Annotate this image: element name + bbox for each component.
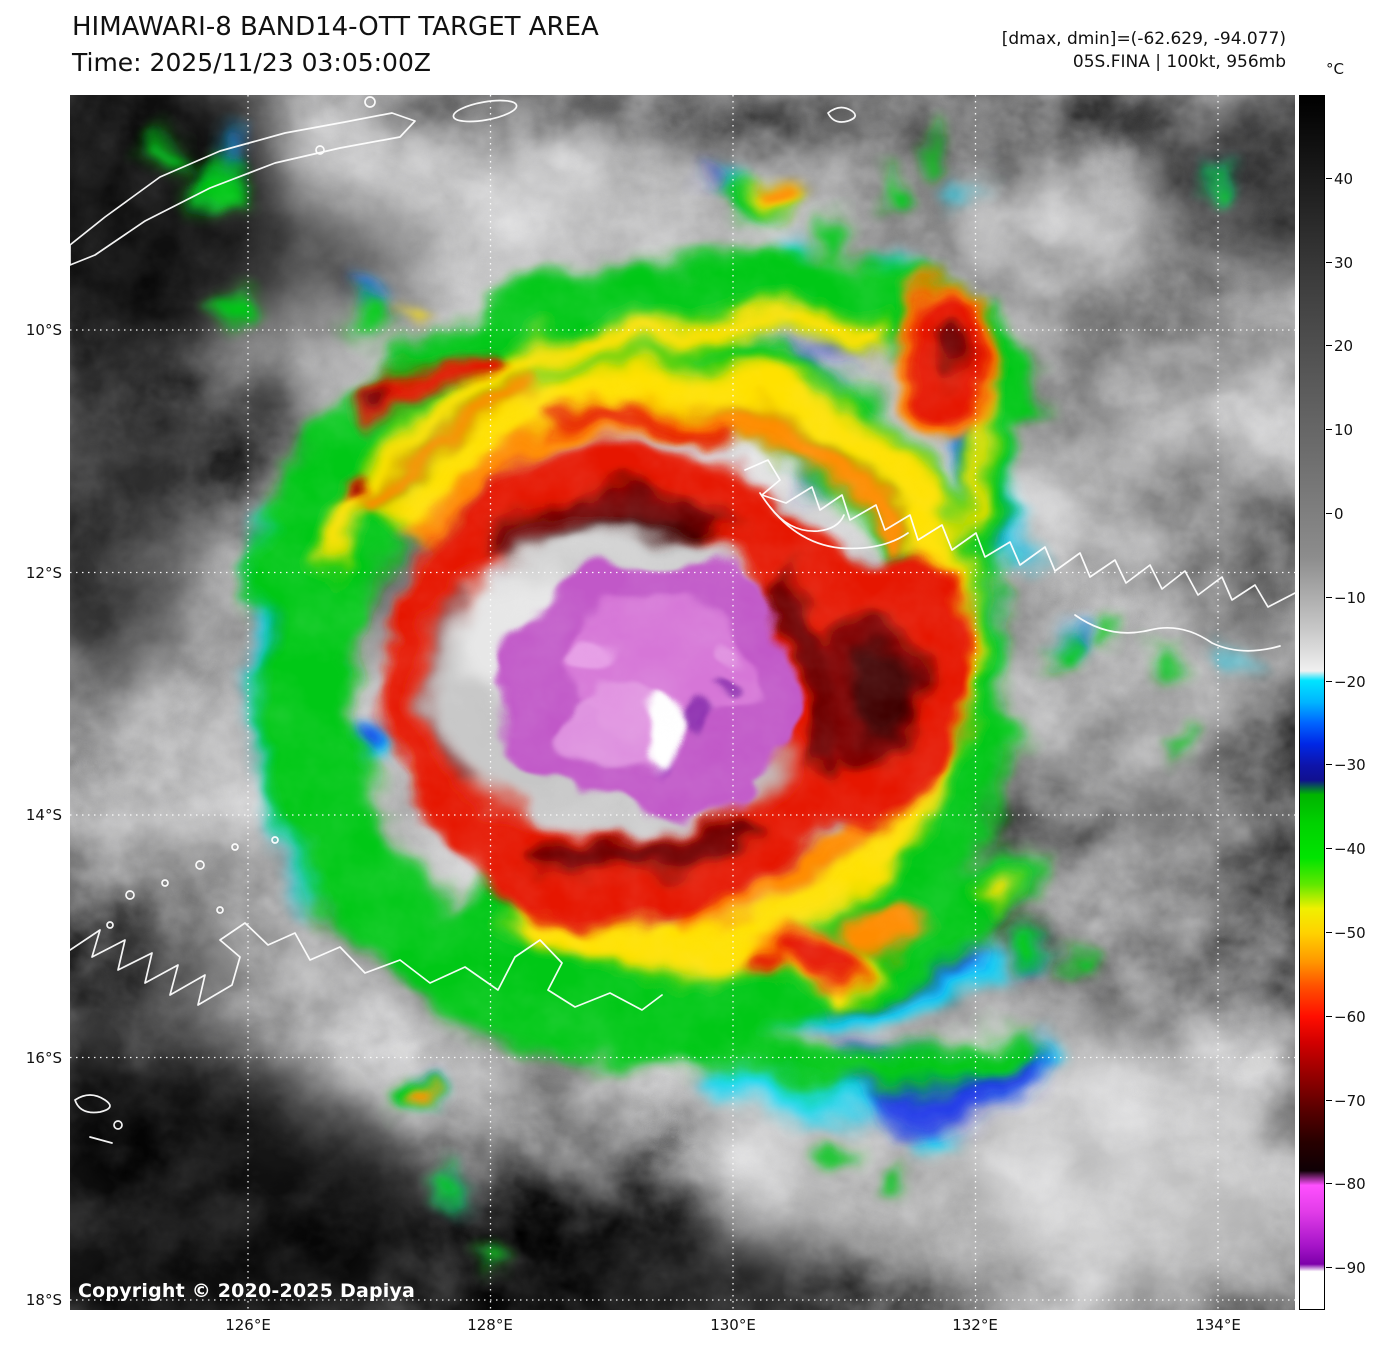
- colorbar-tick-label: −60: [1326, 1007, 1366, 1026]
- colorbar-tick-label: 30: [1325, 253, 1354, 272]
- satellite-map: Copyright © 2020-2025 Dapiya: [70, 95, 1295, 1310]
- page-title: HIMAWARI-8 BAND14-OTT TARGET AREA: [72, 12, 599, 42]
- colorbar: [1299, 95, 1325, 1310]
- graticule: [70, 95, 1295, 1310]
- colorbar-tick-label: −40: [1326, 840, 1366, 859]
- colorbar-tick-label: 40: [1325, 169, 1354, 188]
- satellite-image: [70, 95, 1295, 1310]
- lon-label-132e: 132°E: [952, 1316, 998, 1334]
- colorbar-tick-label: −50: [1326, 923, 1366, 942]
- colorbar-tick-label: −70: [1326, 1091, 1366, 1110]
- colorbar-tick-label: 10: [1325, 421, 1354, 440]
- copyright-label: Copyright © 2020-2025 Dapiya: [78, 1280, 416, 1302]
- dmax-dmin-label: [dmax, dmin]=(-62.629, -94.077): [1001, 29, 1286, 49]
- lon-label-126e: 126°E: [225, 1316, 271, 1334]
- colorbar-tick-label: −10: [1326, 588, 1366, 607]
- colorbar-tick-label: −30: [1326, 756, 1366, 775]
- storm-info-label: 05S.FINA | 100kt, 956mb: [1072, 51, 1286, 72]
- colorbar-tick-label: 0: [1326, 504, 1344, 523]
- header-info: [dmax, dmin]=(-62.629, -94.077) 05S.FINA…: [1002, 28, 1286, 74]
- time-label: Time: 2025/11/23 03:05:00Z: [72, 48, 431, 77]
- colorbar-tick-label: −90: [1326, 1259, 1366, 1278]
- coastlines: [70, 96, 1295, 1144]
- cloud-texture-overlay: [70, 95, 1295, 1310]
- lat-label-16s: 16°S: [25, 1049, 62, 1067]
- colorbar-tick-label: −20: [1326, 672, 1366, 691]
- lon-label-130e: 130°E: [710, 1316, 756, 1334]
- lat-label-14s: 14°S: [25, 806, 62, 824]
- colorbar-unit-label: °C: [1326, 60, 1344, 78]
- colorbar-tick-label: 20: [1325, 337, 1354, 356]
- lat-label-18s: 18°S: [25, 1291, 62, 1309]
- lon-label-134e: 134°E: [1195, 1316, 1241, 1334]
- lat-label-12s: 12°S: [25, 564, 62, 582]
- lon-label-128e: 128°E: [467, 1316, 513, 1334]
- colorbar-tick-label: −80: [1326, 1175, 1366, 1194]
- lat-label-10s: 10°S: [25, 321, 62, 339]
